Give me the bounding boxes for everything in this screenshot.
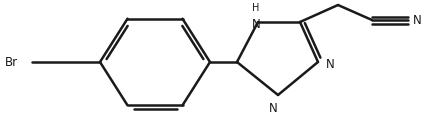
Text: N: N [326,58,335,71]
Text: H: H [252,3,260,13]
Text: Br: Br [5,56,18,68]
Text: N: N [269,103,277,115]
Text: N: N [251,17,260,31]
Text: N: N [413,14,422,27]
